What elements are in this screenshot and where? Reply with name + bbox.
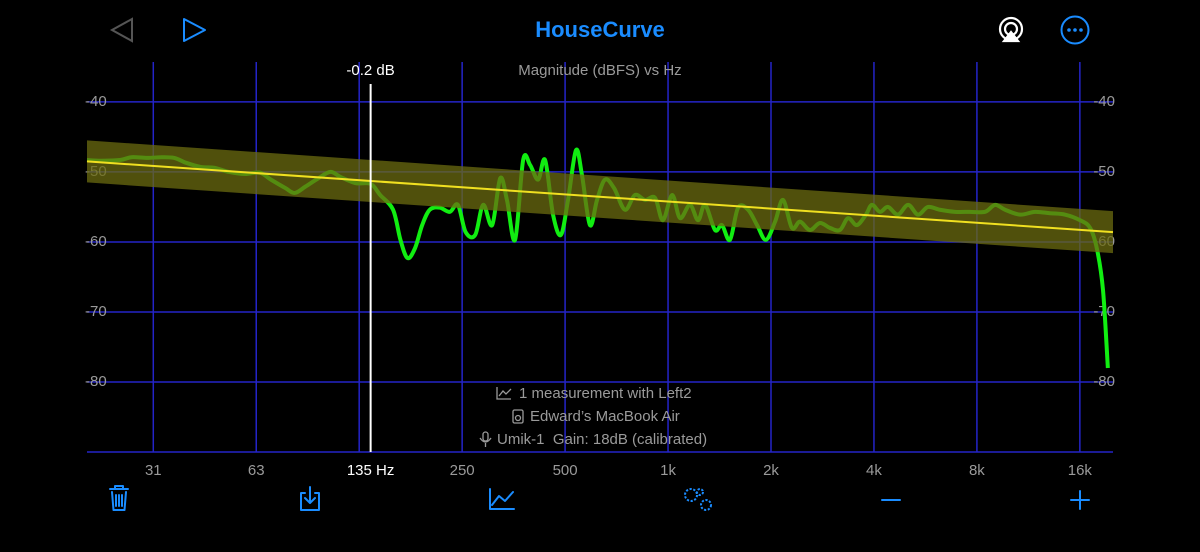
- delete-button[interactable]: [109, 485, 129, 511]
- play-button[interactable]: [183, 18, 206, 42]
- y-tick-label: -40: [85, 93, 107, 110]
- y-tick-label: -80: [85, 373, 107, 390]
- app-title: HouseCurve: [535, 17, 665, 42]
- info-measurements: 1 measurement with Left2: [519, 385, 692, 402]
- x-tick-label: 500: [553, 462, 578, 479]
- y-tick-label-right: -80: [1093, 373, 1115, 390]
- x-tick-label: 63: [248, 462, 265, 479]
- airplay-button[interactable]: [998, 16, 1024, 43]
- mic-icon: [479, 431, 492, 447]
- target-line: [86, 160, 1114, 234]
- plot: -40-40-50-50-60-60-70-70-80-803163125250…: [85, 62, 1115, 482]
- speaker-icon: [512, 409, 524, 424]
- y-tick-label-right: -50: [1093, 163, 1115, 180]
- chart-button[interactable]: [489, 488, 515, 510]
- cursor-label-bg: [334, 460, 407, 482]
- zoom-in-button[interactable]: [1070, 490, 1090, 510]
- x-tick-label: 31: [145, 462, 162, 479]
- y-tick-label: -60: [85, 233, 107, 250]
- measurement-icon: [496, 387, 512, 400]
- x-tick-label: 16k: [1068, 462, 1093, 479]
- x-tick-label: 4k: [866, 462, 882, 479]
- x-tick-label: 8k: [969, 462, 985, 479]
- settings-button[interactable]: [684, 488, 712, 511]
- y-tick-label-right: -40: [1093, 93, 1115, 110]
- info-mic: Umik-1 Gain: 18dB (calibrated): [497, 431, 707, 448]
- x-tick-label: 250: [450, 462, 475, 479]
- import-button[interactable]: [300, 486, 320, 511]
- cursor-x-label: 135 Hz: [347, 462, 395, 479]
- back-button[interactable]: [109, 17, 133, 43]
- x-tick-label: 1k: [660, 462, 676, 479]
- chart-title: Magnitude (dBFS) vs Hz: [518, 62, 681, 79]
- cursor-value-label: -0.2 dB: [346, 62, 394, 79]
- x-tick-label: 2k: [763, 462, 779, 479]
- y-tick-label: -70: [85, 303, 107, 320]
- more-button[interactable]: [1060, 15, 1090, 45]
- info-device: Edward’s MacBook Air: [530, 408, 680, 425]
